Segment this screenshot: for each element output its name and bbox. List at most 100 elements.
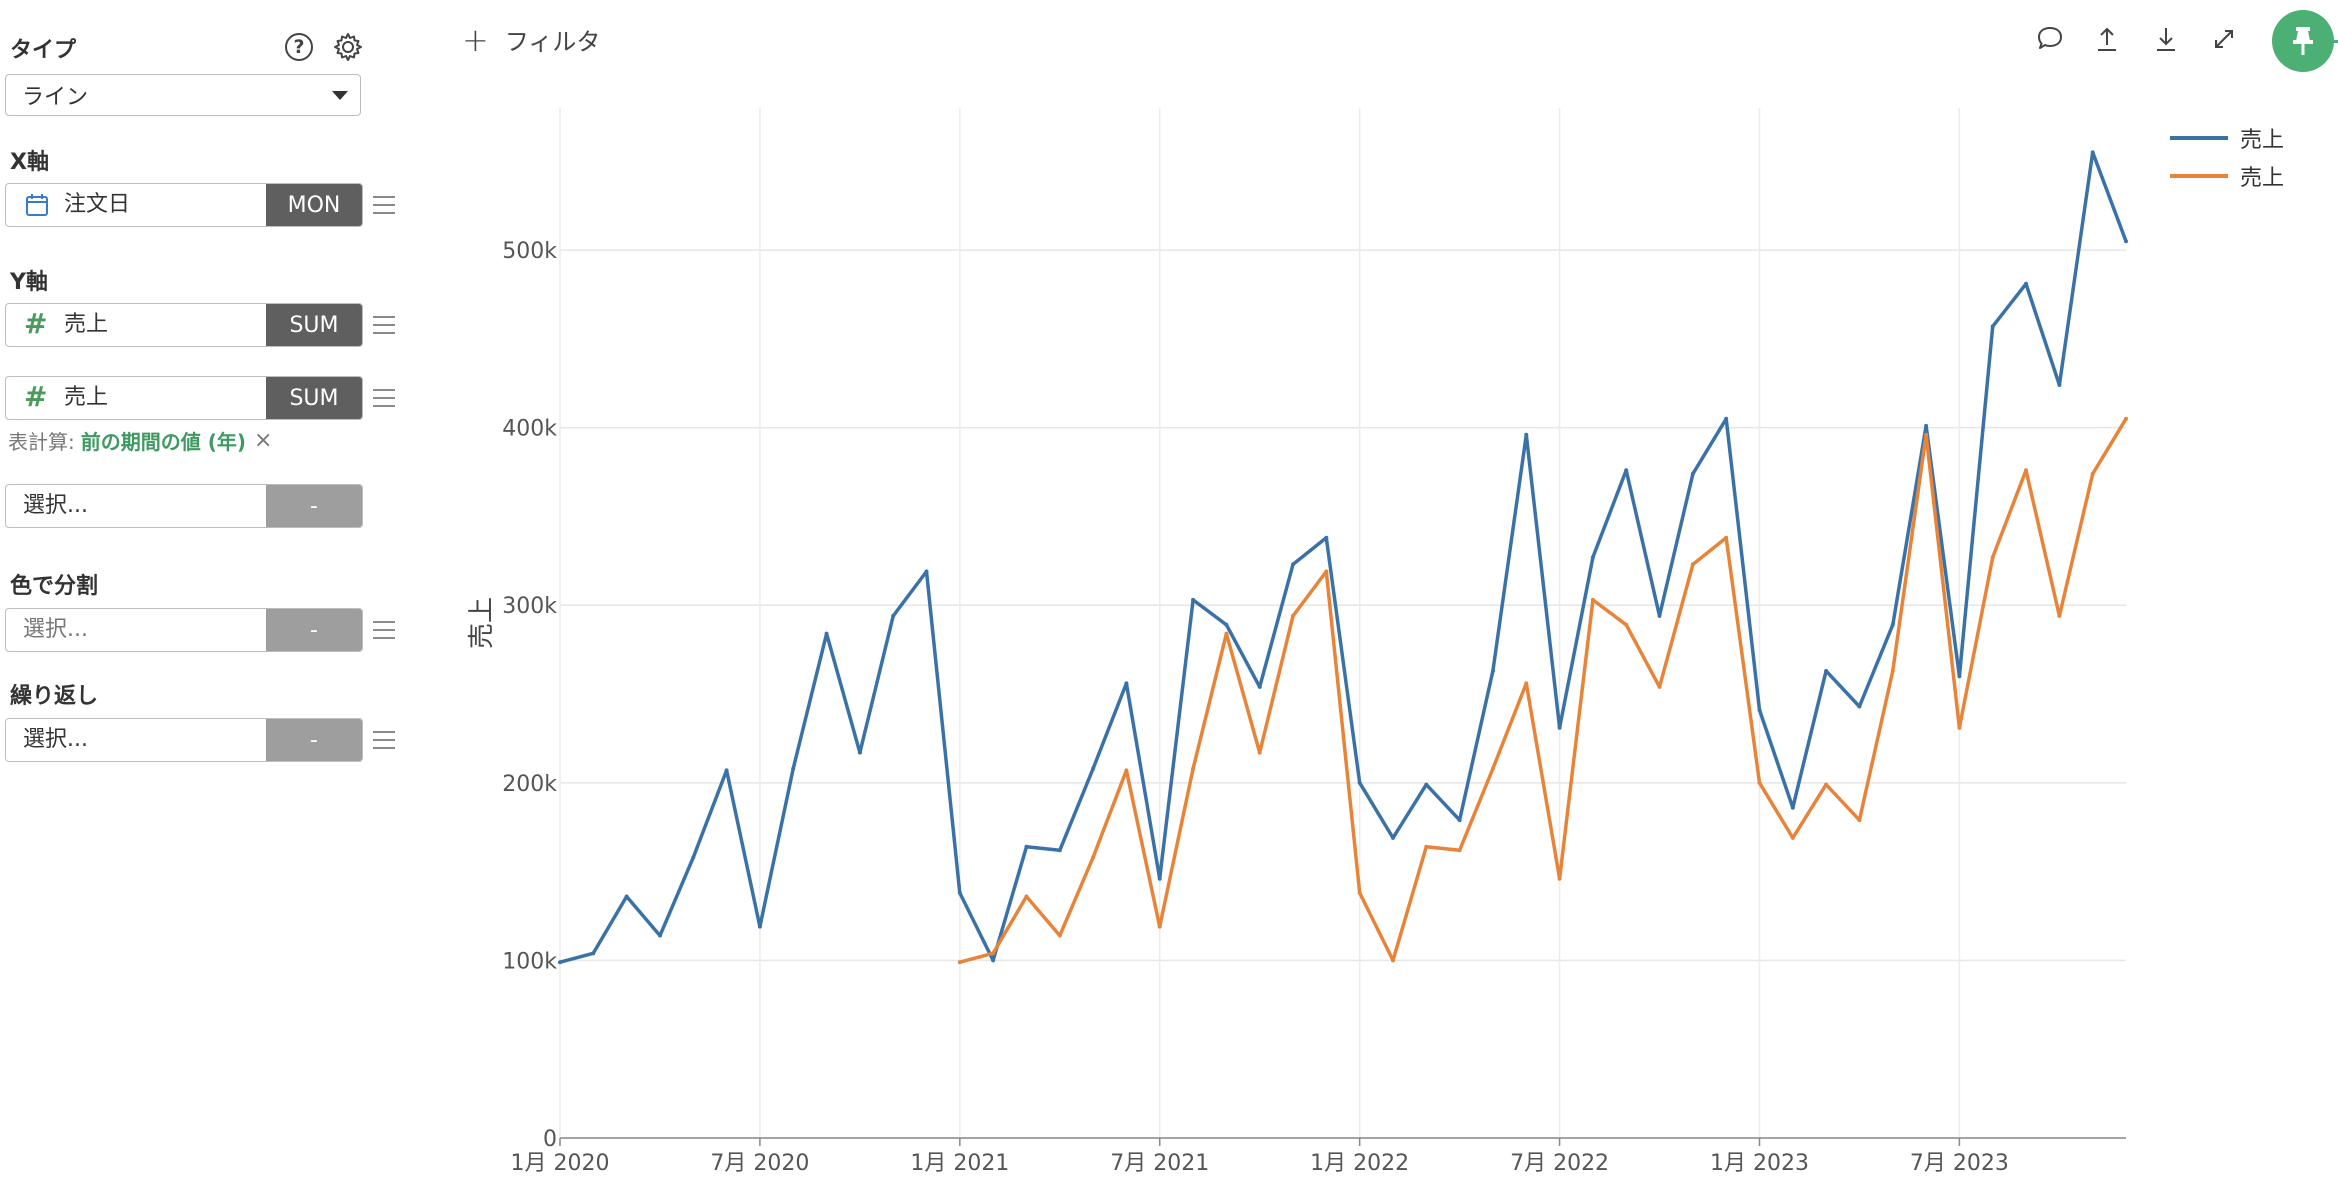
data-point[interactable] (2124, 239, 2128, 244)
data-point[interactable] (1091, 766, 1096, 771)
data-point[interactable] (1890, 622, 1895, 627)
data-point[interactable] (1757, 708, 1762, 713)
data-point[interactable] (1957, 674, 1962, 679)
data-point[interactable] (1457, 818, 1462, 823)
data-point[interactable] (2024, 468, 2029, 473)
data-point[interactable] (2024, 281, 2029, 286)
data-point[interactable] (1424, 782, 1429, 787)
drag-handle-icon[interactable] (373, 731, 395, 749)
data-point[interactable] (1057, 933, 1062, 938)
data-point[interactable] (1024, 894, 1029, 899)
data-point[interactable] (1490, 766, 1495, 771)
pin-button[interactable] (2272, 10, 2334, 72)
data-point[interactable] (1524, 432, 1529, 437)
download-icon[interactable] (2151, 24, 2181, 54)
data-point[interactable] (1524, 681, 1529, 686)
y-axis-field-1[interactable]: # 売上 SUM (5, 303, 363, 347)
legend-item[interactable]: 売上 (2170, 160, 2284, 192)
data-point[interactable] (1790, 835, 1795, 840)
data-point[interactable] (1157, 876, 1162, 881)
data-point[interactable] (591, 951, 596, 956)
data-point[interactable] (1824, 668, 1829, 673)
data-point[interactable] (1657, 684, 1662, 689)
expand-icon[interactable] (2209, 24, 2239, 54)
data-point[interactable] (1957, 725, 1962, 730)
y-field-1-aggregation-button[interactable]: SUM (266, 304, 362, 346)
data-point[interactable] (1124, 681, 1129, 686)
data-point[interactable] (1191, 766, 1196, 771)
data-point[interactable] (1257, 684, 1262, 689)
data-point[interactable] (1624, 468, 1629, 473)
series-line-1[interactable] (559, 150, 2128, 964)
data-point[interactable] (1990, 324, 1995, 329)
color-split-aggregation-button[interactable]: - (266, 609, 362, 651)
upload-icon[interactable] (2092, 24, 2122, 54)
data-point[interactable] (724, 768, 729, 773)
data-point[interactable] (1324, 535, 1329, 540)
repeat-aggregation-button[interactable]: - (266, 719, 362, 761)
data-point[interactable] (1024, 844, 1029, 849)
data-point[interactable] (1357, 890, 1362, 895)
drag-handle-icon[interactable] (373, 621, 395, 639)
data-point[interactable] (1557, 876, 1562, 881)
help-icon[interactable]: ? (285, 33, 313, 61)
data-point[interactable] (791, 766, 796, 771)
repeat-select[interactable]: 選択... - (5, 718, 363, 762)
add-filter-button[interactable]: + フィルタ (462, 22, 600, 57)
color-split-select[interactable]: 選択... - (5, 608, 363, 652)
x-field-aggregation-button[interactable]: MON (266, 184, 362, 226)
series-line-2[interactable] (959, 417, 2128, 964)
data-point[interactable] (1690, 562, 1695, 567)
data-point[interactable] (1590, 597, 1595, 602)
data-point[interactable] (1590, 555, 1595, 560)
data-point[interactable] (1224, 622, 1229, 627)
data-point[interactable] (1424, 844, 1429, 849)
data-point[interactable] (1924, 432, 1929, 437)
data-point[interactable] (1757, 780, 1762, 785)
data-point[interactable] (691, 855, 696, 860)
data-point[interactable] (1390, 958, 1395, 963)
data-point[interactable] (1057, 848, 1062, 853)
data-point[interactable] (2057, 613, 2062, 618)
data-point[interactable] (824, 631, 829, 636)
drag-handle-icon[interactable] (373, 316, 395, 334)
data-point[interactable] (1857, 704, 1862, 709)
data-point[interactable] (558, 960, 562, 965)
data-point[interactable] (957, 890, 962, 895)
drag-handle-icon[interactable] (373, 196, 395, 214)
chart-type-select[interactable]: ライン (5, 74, 361, 116)
data-point[interactable] (1557, 725, 1562, 730)
data-point[interactable] (1457, 848, 1462, 853)
data-point[interactable] (1191, 597, 1196, 602)
extra-field-select[interactable]: 選択... - (5, 484, 363, 528)
data-point[interactable] (1857, 818, 1862, 823)
data-point[interactable] (957, 960, 962, 965)
comment-icon[interactable] (2035, 24, 2065, 54)
data-point[interactable] (2057, 383, 2062, 388)
data-point[interactable] (1390, 835, 1395, 840)
data-point[interactable] (1990, 555, 1995, 560)
data-point[interactable] (1157, 924, 1162, 929)
data-point[interactable] (1124, 768, 1129, 773)
y-field-2-aggregation-button[interactable]: SUM (266, 377, 362, 419)
data-point[interactable] (991, 958, 996, 963)
legend-item[interactable]: 売上 (2170, 122, 2284, 154)
data-point[interactable] (891, 613, 896, 618)
data-point[interactable] (1724, 416, 1729, 421)
data-point[interactable] (657, 933, 662, 938)
data-point[interactable] (1924, 423, 1929, 428)
data-point[interactable] (757, 924, 762, 929)
close-icon[interactable]: × (254, 428, 273, 453)
data-point[interactable] (1624, 622, 1629, 627)
data-point[interactable] (991, 951, 996, 956)
data-point[interactable] (1490, 668, 1495, 673)
data-point[interactable] (1291, 562, 1296, 567)
data-point[interactable] (1890, 668, 1895, 673)
data-point[interactable] (1657, 613, 1662, 618)
gear-icon[interactable] (332, 31, 364, 63)
data-point[interactable] (1790, 805, 1795, 810)
data-point[interactable] (2090, 150, 2095, 155)
data-point[interactable] (1224, 631, 1229, 636)
data-point[interactable] (624, 894, 629, 899)
data-point[interactable] (1724, 535, 1729, 540)
